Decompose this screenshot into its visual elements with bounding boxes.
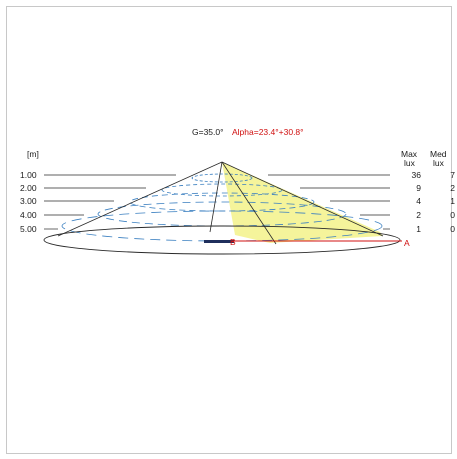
distance-lines-right bbox=[268, 174, 390, 230]
diagram-frame bbox=[6, 6, 452, 454]
max-value: 2 bbox=[416, 210, 421, 220]
med-value: 2 bbox=[450, 183, 455, 193]
max-header: Max bbox=[401, 149, 418, 159]
max-value: 1 bbox=[416, 224, 421, 234]
distance-lines-left bbox=[44, 174, 176, 230]
max-value: 9 bbox=[416, 183, 421, 193]
med-unit: lux bbox=[433, 158, 445, 168]
unit-label: [m] bbox=[27, 149, 39, 159]
med-header: Med bbox=[430, 149, 447, 159]
marker-b: B bbox=[230, 237, 236, 247]
distance-label: 4.00 bbox=[20, 210, 37, 220]
max-unit: lux bbox=[404, 158, 416, 168]
med-value: 7 bbox=[450, 170, 455, 180]
title-alpha: Alpha=23.4°+30.8° bbox=[232, 127, 304, 137]
distance-label: 1.00 bbox=[20, 170, 37, 180]
distance-label: 2.00 bbox=[20, 183, 37, 193]
max-values: 36 9 4 2 1 bbox=[412, 170, 422, 234]
luminaire-marker bbox=[204, 240, 234, 243]
cone-outline bbox=[57, 161, 384, 245]
med-value: 1 bbox=[450, 196, 455, 206]
med-values: 7 2 1 0 0 bbox=[450, 170, 455, 234]
distance-label: 5.00 bbox=[20, 224, 37, 234]
max-value: 4 bbox=[416, 196, 421, 206]
med-value: 0 bbox=[450, 224, 455, 234]
med-value: 0 bbox=[450, 210, 455, 220]
max-value: 36 bbox=[412, 170, 422, 180]
distance-labels: 1.00 2.00 3.00 4.00 5.00 bbox=[20, 170, 37, 234]
distance-label: 3.00 bbox=[20, 196, 37, 206]
marker-a: A bbox=[404, 238, 410, 248]
title-g: G=35.0° bbox=[192, 127, 224, 137]
floor-ellipse bbox=[43, 225, 401, 255]
